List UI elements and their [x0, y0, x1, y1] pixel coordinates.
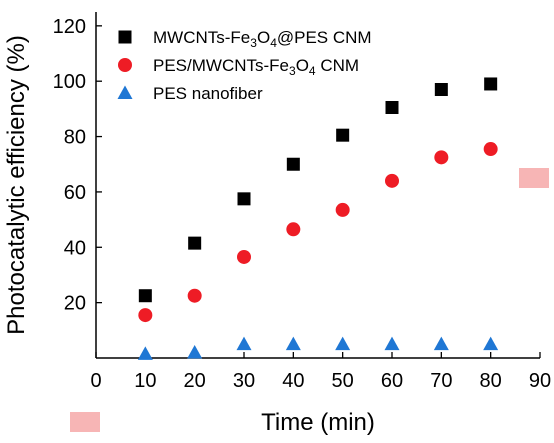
x-tick-label: 50: [332, 370, 354, 392]
y-axis-label: Photocatalytic efficiency (%): [3, 35, 30, 335]
series-2: [138, 142, 498, 323]
data-point: [336, 128, 350, 142]
x-tick-label: 80: [480, 370, 502, 392]
data-point: [188, 236, 202, 250]
data-point: [286, 222, 301, 237]
data-point: [483, 142, 498, 157]
data-point: [285, 336, 301, 351]
highlight-marker: [519, 168, 549, 188]
data-point: [434, 83, 448, 97]
data-point: [335, 336, 351, 351]
data-point: [286, 157, 300, 171]
y-tick-label: 120: [53, 16, 86, 38]
y-tick-label: 100: [53, 71, 86, 93]
data-point: [433, 336, 449, 351]
highlight-marker: [70, 412, 100, 432]
x-tick-label: 90: [529, 370, 551, 392]
x-tick-label: 40: [282, 370, 304, 392]
data-point: [483, 336, 499, 351]
legend-marker: [118, 58, 132, 72]
axes: [95, 12, 541, 359]
legend-marker: [118, 30, 132, 44]
data-point: [187, 344, 203, 359]
data-point: [237, 192, 251, 206]
x-tick-label: 0: [90, 370, 101, 392]
data-point: [236, 336, 252, 351]
data-point: [137, 346, 153, 360]
data-point: [187, 288, 202, 303]
data-point: [385, 173, 399, 188]
data-point: [138, 289, 152, 303]
legend-label: PES/MWCNTs-Fe3O4 CNM: [153, 56, 359, 78]
data-point: [138, 308, 153, 323]
data-point: [237, 249, 251, 264]
data-point: [434, 150, 449, 165]
y-tick-label: 60: [64, 182, 86, 204]
x-tick-label: 60: [381, 370, 403, 392]
series-1: [138, 77, 498, 303]
data-points: [137, 77, 499, 360]
data-point: [335, 202, 350, 217]
x-tick-label: 30: [233, 370, 255, 392]
series-3: [137, 336, 499, 360]
y-tick-label: 40: [64, 237, 86, 259]
decor-layer: [70, 168, 549, 432]
y-tick-label: 20: [64, 293, 86, 315]
y-tick-label: 80: [64, 127, 86, 149]
x-axis-label: Time (min): [261, 409, 375, 436]
data-point: [484, 77, 498, 91]
legend-label: PES nanofiber: [153, 84, 263, 103]
legend-marker: [117, 85, 133, 99]
tick-labels: 0 10 20 30 40 50 60 70 80 90 20 40 60 80 100 120: [53, 16, 552, 392]
x-tick-label: 70: [430, 370, 452, 392]
x-tick-label: 10: [134, 370, 156, 392]
legend-label: MWCNTs-Fe3O4@PES CNM: [153, 28, 372, 50]
data-point: [385, 100, 399, 114]
data-point: [384, 336, 400, 351]
legend: MWCNTs-Fe3O4@PES CNM PES/MWCNTs-Fe3O4 CNM…: [117, 28, 372, 103]
x-tick-label: 20: [184, 370, 206, 392]
